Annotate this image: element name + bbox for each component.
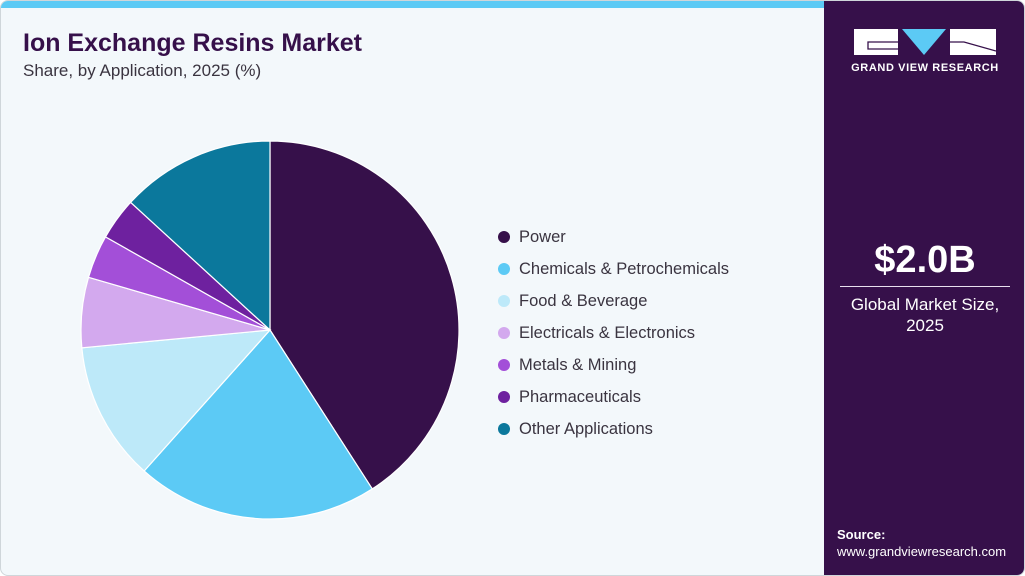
legend-label: Chemicals & Petrochemicals [519,259,729,278]
legend-label: Metals & Mining [519,355,637,374]
source-label: Source: [837,527,886,542]
legend-dot-icon [498,359,510,371]
divider [840,286,1010,287]
pie-slice [143,329,374,520]
legend-label: Food & Beverage [519,291,648,310]
legend-label: Other Applications [519,419,653,438]
market-size-label: Global Market Size, 2025 [824,294,1024,336]
market-size-label-line2: 2025 [906,316,944,335]
legend-dot-icon [498,327,510,339]
pie-slice [269,140,460,490]
legend-label: Electricals & Electronics [519,323,696,342]
accent-bar [1,1,824,8]
legend-label: Pharmaceuticals [519,387,641,406]
legend-item: Power [498,221,729,253]
pie-slice [81,329,272,472]
gvr-logo-icon [854,29,996,55]
sidebar: GRAND VIEW RESEARCH $2.0B Global Market … [824,1,1024,575]
source-link[interactable]: www.grandviewresearch.com [837,544,1007,559]
legend-item: Pharmaceuticals [498,381,729,413]
chart-legend: Power Chemicals & Petrochemicals Food & Be… [498,221,729,445]
brand-name: GRAND VIEW RESEARCH [851,62,999,74]
pie-chart [80,140,460,520]
chart-subtitle: Share, by Application, 2025 (%) [23,61,262,80]
market-size-value: $2.0B [874,239,976,281]
chart-title: Ion Exchange Resins Market [23,29,363,57]
legend-dot-icon [498,423,510,435]
legend-item: Chemicals & Petrochemicals [498,253,729,285]
legend-dot-icon [498,263,510,275]
market-size-label-line1: Global Market Size, [850,295,1000,314]
legend-item: Food & Beverage [498,285,729,317]
legend-item: Other Applications [498,413,729,445]
legend-dot-icon [498,391,510,403]
legend-dot-icon [498,295,510,307]
legend-label: Power [519,227,566,246]
pie-slice [129,140,271,332]
legend-item: Electricals & Electronics [498,317,729,349]
legend-item: Metals & Mining [498,349,729,381]
legend-dot-icon [498,231,510,243]
